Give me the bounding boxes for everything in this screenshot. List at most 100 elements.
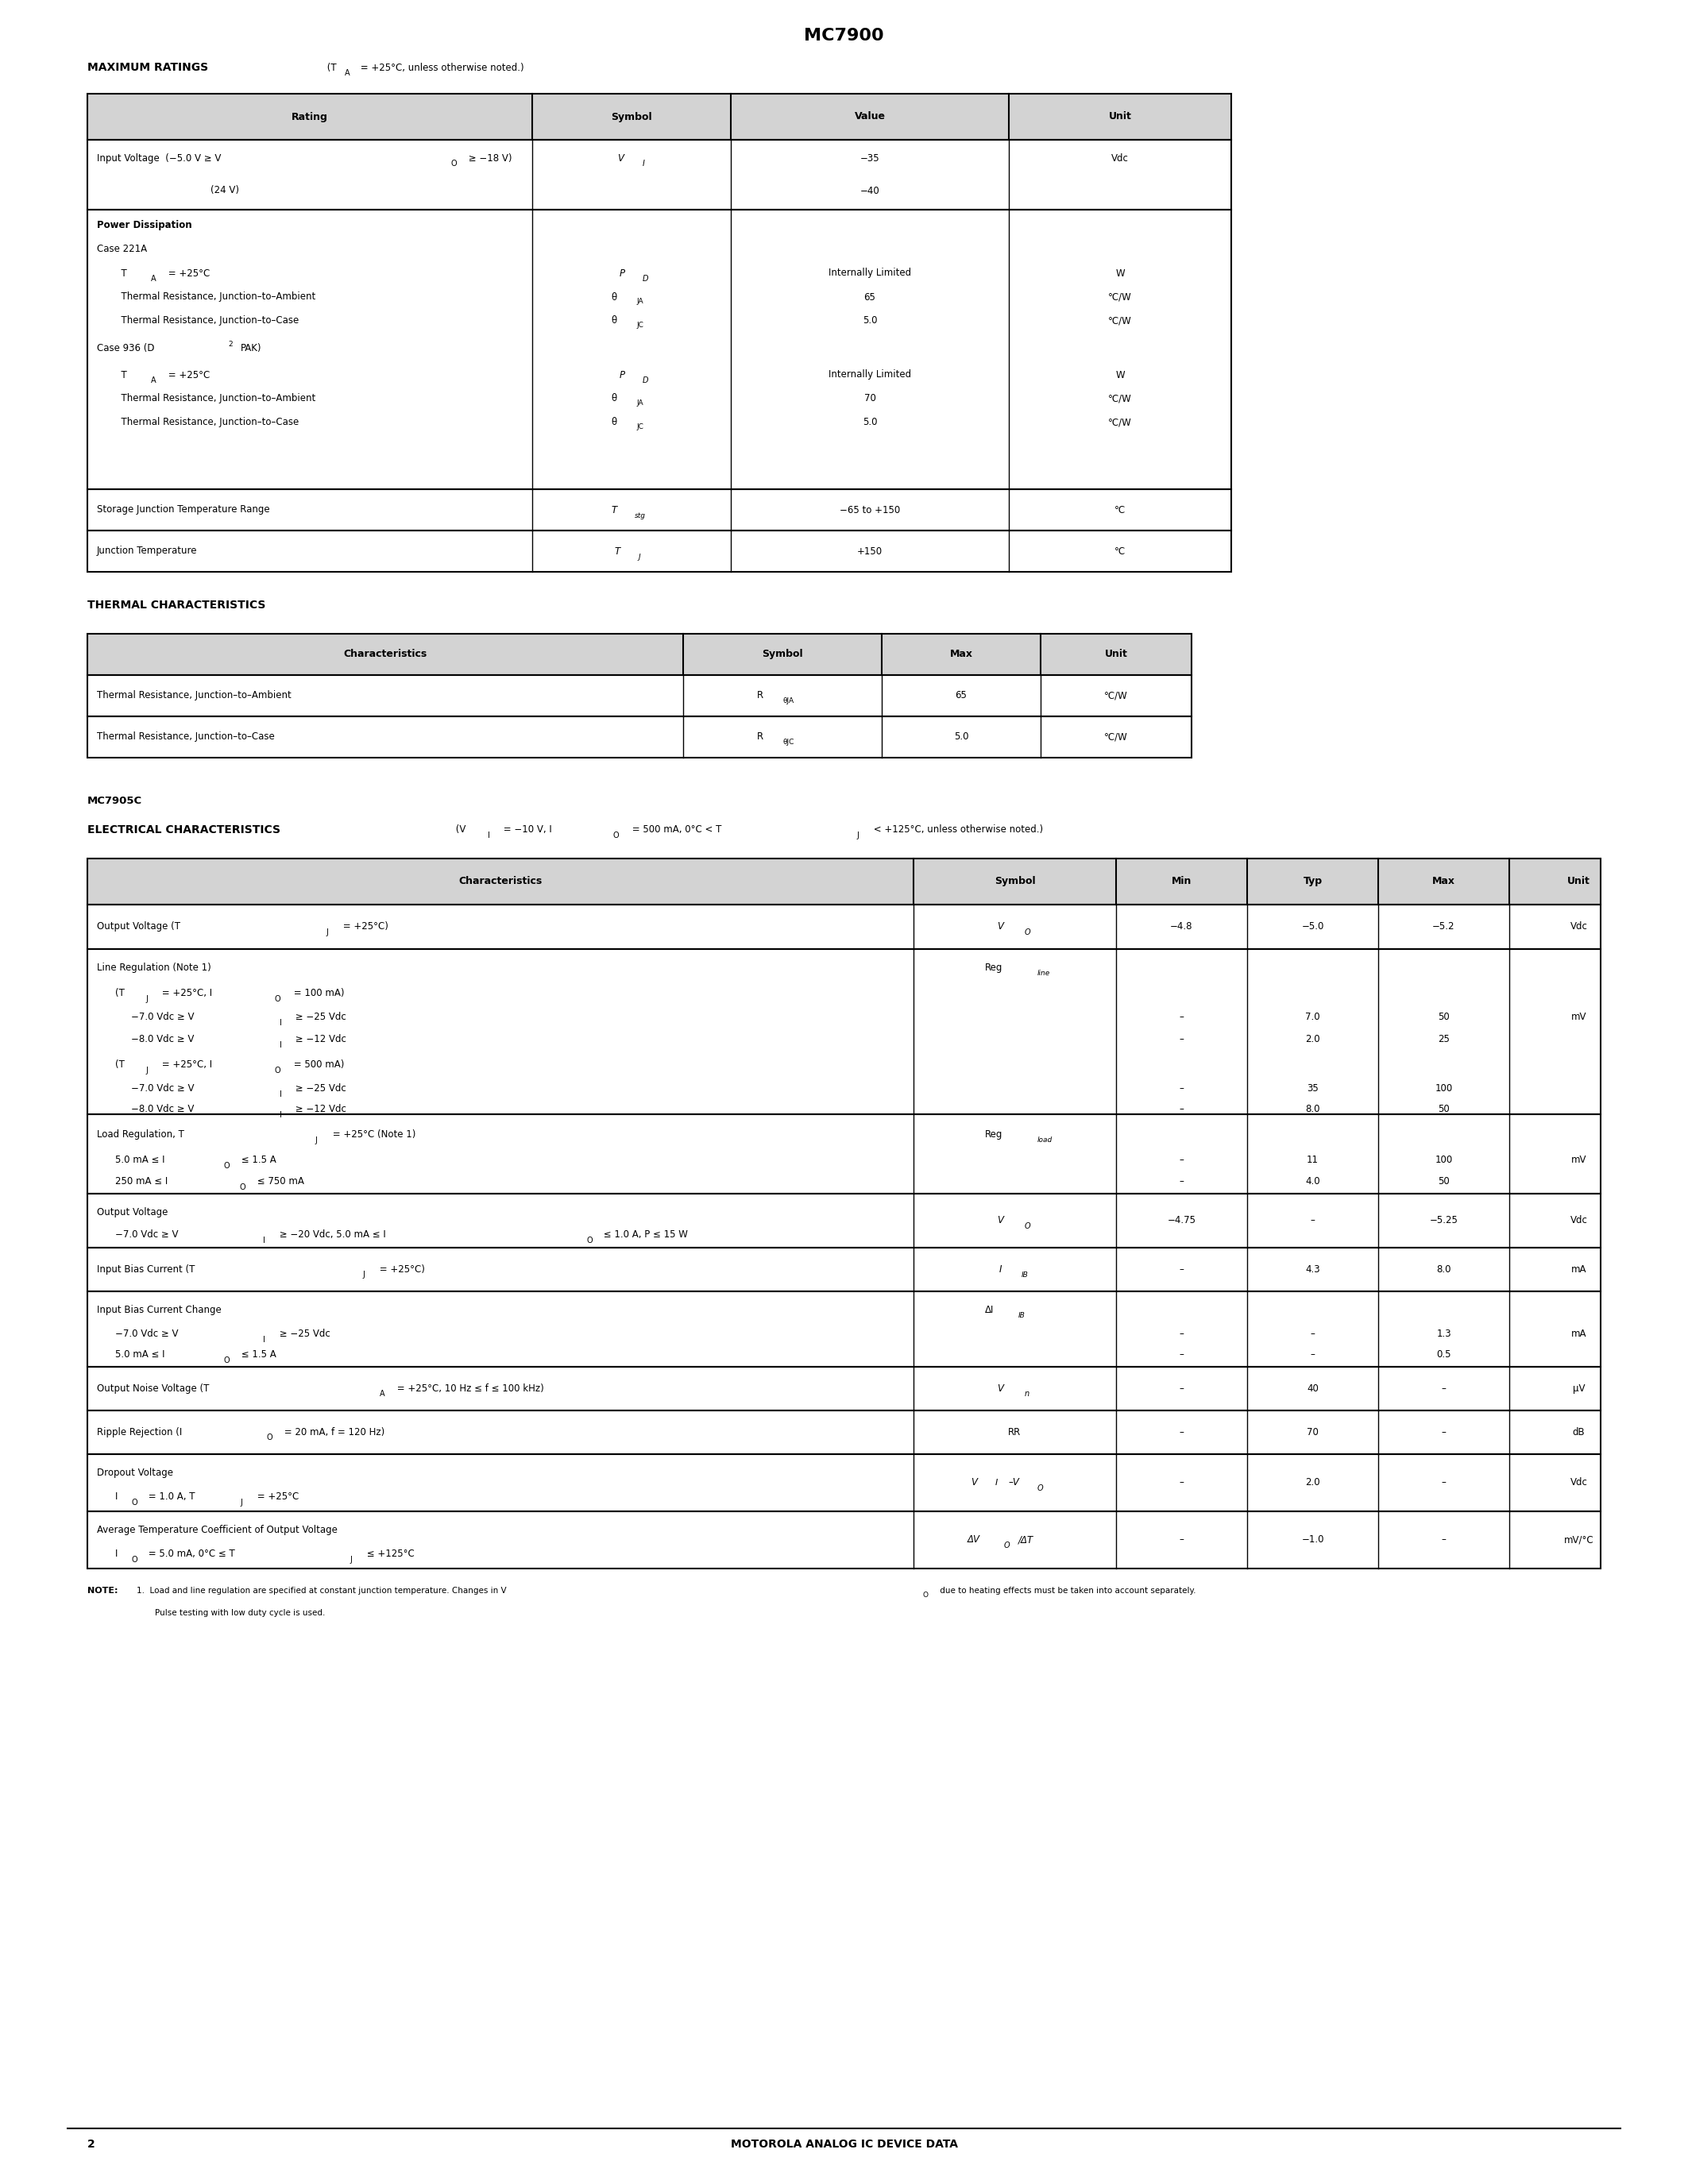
Text: I: I [280, 1042, 282, 1048]
Text: μV: μV [1573, 1382, 1585, 1393]
Text: Line Regulation (Note 1): Line Regulation (Note 1) [96, 963, 211, 974]
Bar [88, 904, 1600, 950]
Text: Thermal Resistance, Junction–to–Ambient: Thermal Resistance, Junction–to–Ambient [96, 690, 292, 701]
Bar [88, 140, 1231, 210]
Text: °C/W: °C/W [1109, 417, 1133, 428]
Text: 2: 2 [88, 2138, 95, 2149]
Text: = +25°C: = +25°C [165, 369, 209, 380]
Text: due to heating effects must be taken into account separately.: due to heating effects must be taken int… [937, 1588, 1195, 1594]
Text: 2: 2 [228, 341, 233, 347]
Text: °C: °C [1114, 505, 1126, 515]
Text: −4.8: −4.8 [1170, 922, 1193, 933]
Text: Characteristics: Characteristics [343, 649, 427, 660]
Text: –: – [1180, 1479, 1183, 1487]
Text: = 500 mA, 0°C < T: = 500 mA, 0°C < T [630, 826, 721, 834]
Text: Thermal Resistance, Junction–to–Case: Thermal Resistance, Junction–to–Case [96, 732, 275, 743]
Text: O: O [240, 1184, 246, 1190]
Text: Storage Junction Temperature Range: Storage Junction Temperature Range [96, 505, 270, 515]
Text: = +25°C, unless otherwise noted.): = +25°C, unless otherwise noted.) [358, 63, 523, 72]
Text: 50: 50 [1438, 1177, 1450, 1186]
Bar [88, 531, 1231, 572]
Text: mA: mA [1572, 1330, 1587, 1339]
Text: ELECTRICAL CHARACTERISTICS: ELECTRICAL CHARACTERISTICS [88, 823, 280, 836]
Text: stg: stg [635, 511, 647, 520]
Text: = 100 mA): = 100 mA) [290, 989, 344, 998]
Text: −7.0 Vdc ≥ V: −7.0 Vdc ≥ V [132, 1083, 194, 1094]
Text: 7.0: 7.0 [1305, 1011, 1320, 1022]
Text: J: J [349, 1555, 351, 1564]
Text: Output Noise Voltage (T: Output Noise Voltage (T [96, 1382, 209, 1393]
Text: Max: Max [1431, 876, 1455, 887]
Text: A: A [150, 376, 157, 384]
Bar [88, 94, 1231, 140]
Text: Reg: Reg [984, 963, 1003, 974]
Text: ≥ −20 Vdc, 5.0 mA ≤ I: ≥ −20 Vdc, 5.0 mA ≤ I [277, 1230, 387, 1241]
Bar [88, 1291, 1600, 1367]
Text: 4.3: 4.3 [1305, 1265, 1320, 1275]
Text: Load Regulation, T: Load Regulation, T [96, 1129, 184, 1140]
Text: O: O [1025, 1223, 1030, 1230]
Text: I: I [999, 1265, 1003, 1275]
Text: O: O [923, 1592, 928, 1599]
Text: θJA: θJA [783, 697, 793, 705]
Text: 70: 70 [864, 393, 876, 404]
Text: < +125°C, unless otherwise noted.): < +125°C, unless otherwise noted.) [871, 826, 1043, 834]
Text: Unit: Unit [1566, 876, 1590, 887]
Text: O: O [1004, 1542, 1009, 1548]
Text: 100: 100 [1435, 1155, 1453, 1166]
Text: 5.0 mA ≤ I: 5.0 mA ≤ I [115, 1350, 165, 1361]
Text: I: I [263, 1236, 265, 1245]
Text: 100: 100 [1435, 1083, 1453, 1094]
Text: θ: θ [611, 293, 616, 301]
Text: V: V [971, 1479, 977, 1487]
Text: O: O [225, 1356, 230, 1365]
Text: J: J [314, 1136, 317, 1144]
Text: Average Temperature Coefficient of Output Voltage: Average Temperature Coefficient of Outpu… [96, 1524, 338, 1535]
Text: 25: 25 [1438, 1035, 1450, 1044]
Text: −4.75: −4.75 [1168, 1216, 1195, 1225]
Text: –: – [1180, 1035, 1183, 1044]
Text: O: O [132, 1555, 137, 1564]
Bar [88, 716, 1192, 758]
Text: –: – [1442, 1535, 1447, 1544]
Text: load: load [1036, 1138, 1052, 1144]
Text: 0.5: 0.5 [1436, 1350, 1452, 1361]
Text: /ΔT: /ΔT [1018, 1535, 1033, 1544]
Text: Input Bias Current (T: Input Bias Current (T [96, 1265, 194, 1275]
Text: = +25°C, I: = +25°C, I [159, 989, 213, 998]
Text: Unit: Unit [1104, 649, 1128, 660]
Text: MC7900: MC7900 [803, 28, 885, 44]
Text: ≤ +125°C: ≤ +125°C [365, 1548, 415, 1559]
Text: A: A [380, 1391, 385, 1398]
Text: = +25°C): = +25°C) [376, 1265, 425, 1275]
Text: MAXIMUM RATINGS: MAXIMUM RATINGS [88, 61, 208, 72]
Text: D: D [643, 376, 648, 384]
Text: = +25°C: = +25°C [165, 269, 209, 277]
Text: PAK): PAK) [241, 343, 262, 354]
Bar [88, 858, 1600, 904]
Text: θ: θ [611, 417, 616, 428]
Text: −5.0: −5.0 [1301, 922, 1323, 933]
Bar [88, 1247, 1600, 1291]
Text: 5.0: 5.0 [954, 732, 969, 743]
Text: ≤ 750 mA: ≤ 750 mA [255, 1177, 304, 1186]
Bar [88, 1511, 1600, 1568]
Text: Thermal Resistance, Junction–to–Ambient: Thermal Resistance, Junction–to–Ambient [115, 293, 316, 301]
Text: +150: +150 [858, 546, 883, 557]
Text: Vdc: Vdc [1570, 922, 1587, 933]
Text: V: V [998, 1216, 1004, 1225]
Text: W: W [1116, 369, 1124, 380]
Text: IB: IB [1018, 1313, 1025, 1319]
Text: ΔV: ΔV [967, 1535, 979, 1544]
Text: D: D [643, 275, 648, 282]
Text: Reg: Reg [984, 1129, 1003, 1140]
Text: –: – [1180, 1382, 1183, 1393]
Text: O: O [132, 1498, 137, 1507]
Text: Symbol: Symbol [994, 876, 1035, 887]
Text: 250 mA ≤ I: 250 mA ≤ I [115, 1177, 167, 1186]
Bar [88, 950, 1600, 1114]
Text: 40: 40 [1307, 1382, 1318, 1393]
Text: Characteristics: Characteristics [459, 876, 542, 887]
Text: T: T [611, 505, 616, 515]
Text: J: J [240, 1498, 241, 1507]
